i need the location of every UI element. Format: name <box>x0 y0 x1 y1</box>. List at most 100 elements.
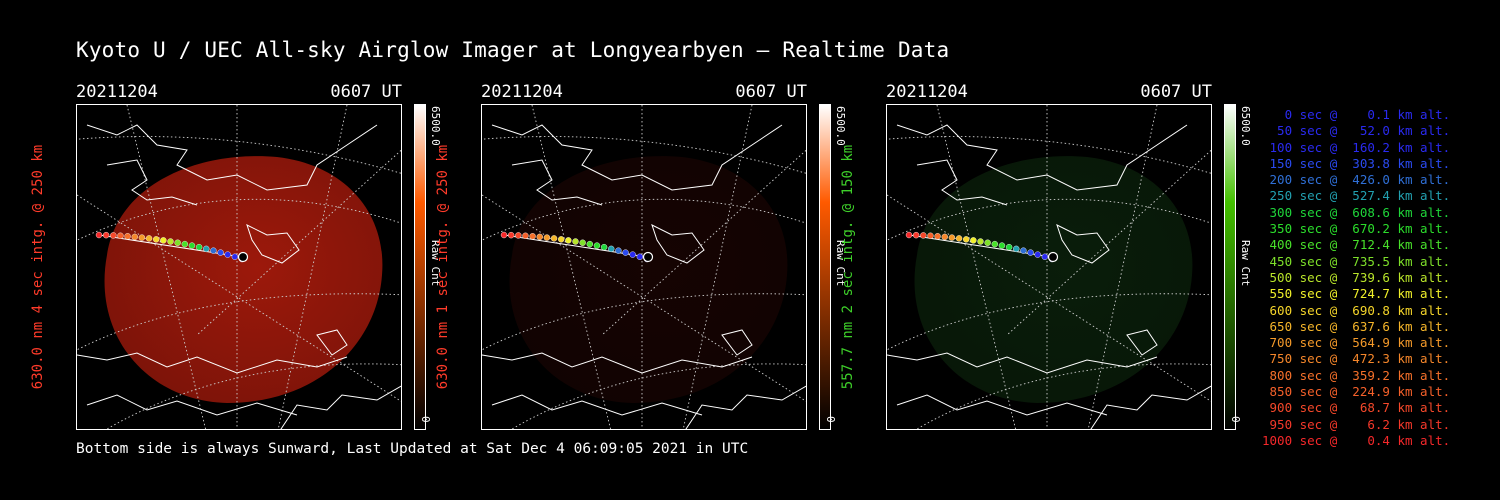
panel-date: 20211204 <box>886 82 968 102</box>
trajectory-point <box>905 231 913 239</box>
legend-row: 600 sec @ 690.8 km alt. <box>1262 302 1451 318</box>
trajectory-point <box>629 251 636 258</box>
trajectory-point <box>977 238 984 245</box>
trajectory <box>905 231 1059 263</box>
trajectory-point <box>131 233 138 241</box>
map-grid <box>482 105 806 429</box>
legend-row: 850 sec @ 224.9 km alt. <box>1262 384 1451 400</box>
panel-time: 0607 UT <box>735 82 807 102</box>
trajectory-point <box>593 242 601 249</box>
trajectory-point <box>579 239 586 246</box>
airglow-disk <box>104 156 383 403</box>
coastline <box>77 124 401 429</box>
trajectory-point <box>167 238 174 245</box>
trajectory-point <box>1027 249 1034 256</box>
trajectory-point <box>1005 243 1013 251</box>
panel-time: 0607 UT <box>1140 82 1212 102</box>
trajectory-point <box>203 245 210 253</box>
trajectory-point <box>962 236 970 243</box>
trajectory-point <box>507 231 515 239</box>
trajectory-point <box>231 253 239 260</box>
trajectory-point <box>955 235 963 242</box>
footer-note: Bottom side is always Sunward, Last Upda… <box>76 441 749 457</box>
trajectory-point <box>124 233 131 240</box>
legend-row: 500 sec @ 739.6 km alt. <box>1262 269 1451 285</box>
trajectory <box>500 231 654 263</box>
trajectory-point <box>536 233 543 241</box>
station-marker <box>642 251 654 263</box>
legend-row: 650 sec @ 637.6 km alt. <box>1262 318 1451 334</box>
legend-row: 1000 sec @ 0.4 km alt. <box>1262 432 1451 448</box>
colorbar-min: 0 <box>1229 416 1242 423</box>
trajectory-point <box>102 231 110 239</box>
trajectory-point <box>615 247 622 254</box>
trajectory-point <box>529 233 536 240</box>
colorbar-unit: Raw Cnt <box>1239 240 1252 287</box>
panel-630-4sec: 20211204 0607 UT 630.0 nm 4 sec intg. @ … <box>30 80 496 430</box>
colorbar-min: 0 <box>419 416 432 423</box>
colorbar-min: 0 <box>824 416 837 423</box>
legend-row: 900 sec @ 68.7 km alt. <box>1262 400 1451 416</box>
trajectory-point <box>565 237 572 244</box>
legend-row: 300 sec @ 608.6 km alt. <box>1262 204 1451 220</box>
trajectory-point <box>984 239 991 246</box>
trajectory-point <box>1020 247 1027 254</box>
allsky-image <box>886 104 1212 430</box>
legend-row: 450 sec @ 735.5 km alt. <box>1262 253 1451 269</box>
altitude-legend: 0 sec @ 0.1 km alt. 50 sec @ 52.0 km alt… <box>1262 107 1451 449</box>
colorbar-max: 6500.0 <box>1239 106 1252 146</box>
trajectory-point <box>1034 251 1041 258</box>
trajectory-point <box>543 234 551 241</box>
airglow-disk <box>509 156 788 403</box>
trajectory-point <box>991 240 999 248</box>
legend-row: 350 sec @ 670.2 km alt. <box>1262 221 1451 237</box>
legend-row: 950 sec @ 6.2 km alt. <box>1262 416 1451 432</box>
panel-ylabel: 557.7 nm 2 sec intg. @ 150 km <box>840 144 856 390</box>
trajectory-point <box>515 232 522 239</box>
colorbar <box>1224 104 1236 430</box>
trajectory-point <box>636 253 644 260</box>
trajectory-point <box>174 239 181 246</box>
allsky-image <box>481 104 807 430</box>
legend-row: 750 sec @ 472.3 km alt. <box>1262 351 1451 367</box>
legend-row: 50 sec @ 52.0 km alt. <box>1262 123 1451 139</box>
airglow-disk <box>914 156 1193 403</box>
trajectory-point <box>557 236 565 243</box>
trajectory-point <box>95 231 103 239</box>
station-marker <box>1047 251 1059 263</box>
panel-ylabel: 630.0 nm 1 sec intg. @ 250 km <box>435 144 451 390</box>
trajectory-point <box>600 243 608 251</box>
trajectory-point <box>117 232 124 239</box>
panel-date: 20211204 <box>76 82 158 102</box>
trajectory-point <box>920 232 927 239</box>
coastline <box>482 124 806 429</box>
trajectory-point <box>586 240 594 248</box>
trajectory-point <box>138 234 146 241</box>
trajectory-point <box>145 235 153 242</box>
trajectory-point <box>572 238 579 245</box>
legend-row: 400 sec @ 712.4 km alt. <box>1262 237 1451 253</box>
trajectory-point <box>217 249 224 256</box>
panel-time: 0607 UT <box>330 82 402 102</box>
trajectory-point <box>188 242 196 249</box>
trajectory-point <box>522 232 529 239</box>
map-grid <box>77 105 401 429</box>
legend-row: 800 sec @ 359.2 km alt. <box>1262 367 1451 383</box>
panel-630-1sec: 20211204 0607 UT 630.0 nm 1 sec intg. @ … <box>435 80 901 430</box>
colorbar <box>819 104 831 430</box>
trajectory-point <box>912 231 920 239</box>
legend-row: 700 sec @ 564.9 km alt. <box>1262 335 1451 351</box>
page-title: Kyoto U / UEC All-sky Airglow Imager at … <box>76 38 950 62</box>
colorbar <box>414 104 426 430</box>
trajectory-point <box>195 243 203 251</box>
coastline <box>887 124 1211 429</box>
trajectory-point <box>998 242 1006 249</box>
legend-row: 550 sec @ 724.7 km alt. <box>1262 286 1451 302</box>
trajectory-point <box>970 237 977 244</box>
allsky-image <box>76 104 402 430</box>
trajectory-point <box>608 245 615 253</box>
trajectory-point <box>1013 245 1020 253</box>
legend-row: 200 sec @ 426.0 km alt. <box>1262 172 1451 188</box>
panel-557-2sec: 20211204 0607 UT 557.7 nm 2 sec intg. @ … <box>840 80 1306 430</box>
legend-row: 150 sec @ 303.8 km alt. <box>1262 155 1451 171</box>
